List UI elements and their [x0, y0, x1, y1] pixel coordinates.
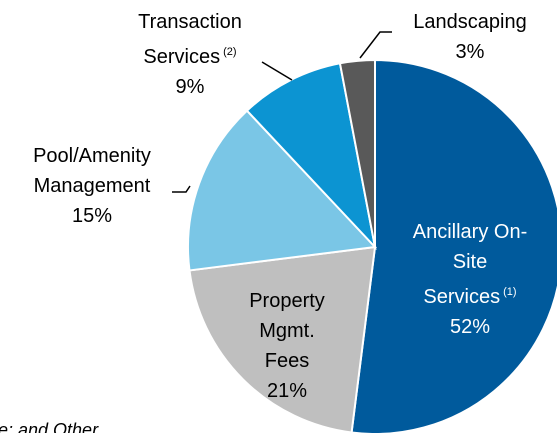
slice-label: Pool/Amenity Management 15%: [7, 141, 177, 231]
category-label: Transaction Services: [138, 11, 242, 68]
pie-slice: [187, 109, 378, 272]
pie-slice: [188, 245, 377, 433]
slice-label: Transaction Services (2) 9%: [125, 7, 255, 102]
pie-slice: [338, 58, 376, 248]
value-label: 9%: [175, 76, 205, 98]
slice-label: Property Mgmt. Fees 21%: [240, 286, 335, 406]
category-label: Landscaping: [413, 11, 527, 33]
value-label: 15%: [71, 205, 113, 227]
leader-line: [261, 61, 293, 81]
footnote-marker: (1): [503, 286, 517, 298]
label-box: Property Mgmt. Fees 21%: [240, 286, 335, 406]
slice-label: Landscaping 3%: [400, 7, 540, 67]
pie: [187, 58, 557, 433]
leader-line: [172, 185, 191, 193]
pie-slice: [245, 62, 377, 251]
value-label: 21%: [266, 380, 308, 402]
footnote: e: and Other: [0, 420, 99, 433]
slice-label: Ancillary On-Site Services (1) 52%: [410, 217, 530, 342]
value-label: 3%: [455, 41, 485, 63]
label-box: Landscaping 3%: [400, 7, 540, 67]
category-label: Property Mgmt. Fees: [249, 290, 325, 372]
label-box: Ancillary On-Site Services (1) 52%: [410, 217, 530, 342]
value-label: 52%: [449, 316, 491, 338]
label-box: Transaction Services (2) 9%: [125, 7, 255, 102]
pie-slice: [350, 58, 557, 433]
leader-line: [359, 31, 392, 59]
footnote-marker: (2): [223, 46, 237, 58]
label-box: Pool/Amenity Management 15%: [7, 141, 177, 231]
category-label: Pool/Amenity Management: [33, 145, 151, 197]
category-label: Ancillary On-Site Services: [412, 221, 528, 308]
